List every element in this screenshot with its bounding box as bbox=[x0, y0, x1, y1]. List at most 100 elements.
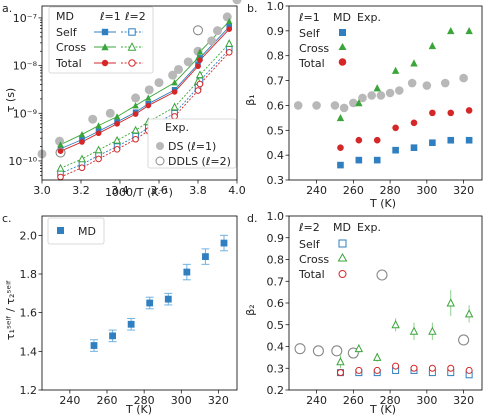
x-tick-label-c-3: 300 bbox=[171, 394, 192, 407]
exp-point-d-3 bbox=[347, 347, 359, 359]
legend-exp-ds-a: DS (ℓ=1) bbox=[168, 140, 216, 153]
y-tick-label-d-7: 0.9 bbox=[267, 232, 285, 245]
series-b-1-point-3 bbox=[391, 66, 400, 74]
series-4-point-0 bbox=[57, 148, 64, 155]
y-tick-label-c-3: 1.8 bbox=[20, 268, 38, 281]
legend-b: ℓ=1 MD Exp. Self Cross Total bbox=[298, 11, 381, 70]
legend-md-total-a: Total bbox=[55, 57, 82, 70]
series-5-point-4 bbox=[132, 135, 139, 143]
legend-cross-b: Cross bbox=[299, 42, 329, 55]
y-tick-label-b-0: 0.3 bbox=[267, 174, 285, 187]
series-3-point-4 bbox=[131, 125, 140, 134]
exp-point-b-10 bbox=[407, 78, 417, 88]
exp-point-b-9 bbox=[394, 86, 404, 95]
legend-self-b: Self bbox=[299, 27, 321, 40]
legend-marker-total-d bbox=[338, 270, 347, 278]
y-tick-label-b-1: 0.4 bbox=[267, 149, 285, 162]
series-3-point-9 bbox=[225, 39, 234, 47]
legend-marker-open-a-1 bbox=[127, 42, 137, 51]
series-d-2-point-5 bbox=[428, 364, 436, 372]
legend-c: MD bbox=[47, 217, 105, 245]
exp-ds-point-6 bbox=[154, 78, 164, 88]
plot-frame-a bbox=[41, 5, 238, 181]
legend-marker-self-b bbox=[339, 29, 346, 36]
series-d-2-point-4 bbox=[410, 364, 418, 372]
y-tick-label-d-1: 0.3 bbox=[267, 362, 285, 375]
legend-exp-ddls-a: DDLS (ℓ=2) bbox=[168, 155, 231, 168]
point-c-6 bbox=[202, 253, 209, 260]
y-tick-label-c-2: 1.6 bbox=[20, 307, 38, 320]
x-tick-label-a-2: 3.4 bbox=[111, 184, 129, 197]
x-tick-label-b-4: 320 bbox=[453, 184, 474, 197]
y-tick-label-a-0: 10⁻¹⁰ bbox=[8, 155, 37, 168]
series-2-point-9 bbox=[226, 17, 233, 25]
exp-ds-point-14 bbox=[232, 0, 242, 5]
exp-ds-point-2 bbox=[88, 114, 98, 124]
x-tick-label-d-2: 280 bbox=[380, 394, 401, 407]
y-tick-label-a-2: 10⁻⁸ bbox=[13, 60, 38, 73]
series-d-2-point-7 bbox=[465, 366, 473, 374]
exp-ds-point-3 bbox=[105, 108, 115, 118]
y-tick-label-d-3: 0.5 bbox=[267, 319, 285, 332]
x-tick-label-b-0: 240 bbox=[306, 184, 327, 197]
series-b-1-point-2 bbox=[373, 84, 381, 92]
x-tick-label-d-0: 240 bbox=[306, 394, 327, 407]
plot-frame-b bbox=[288, 5, 483, 181]
y-tick-label-d-5: 0.7 bbox=[267, 275, 285, 288]
y-tick-label-d-4: 0.6 bbox=[267, 297, 285, 310]
x-tick-label-c-4: 320 bbox=[208, 394, 229, 407]
series-4-point-8 bbox=[197, 57, 203, 63]
series-2-point-6 bbox=[171, 79, 178, 86]
series-2-point-4 bbox=[132, 102, 139, 109]
point-c-0 bbox=[90, 342, 98, 349]
series-b-2-point-3 bbox=[392, 124, 399, 132]
series-b-0-point-4 bbox=[410, 144, 418, 151]
legend-md-col2-a: ℓ=2 bbox=[124, 10, 146, 23]
legend-col1-b: MD bbox=[333, 11, 351, 24]
panel-b: b. T (K) β₁ 240 260 280 300 320 0.3 0.4 0.5 0.6 0… bbox=[244, 0, 483, 210]
legend-marker-filled-a-0 bbox=[101, 28, 109, 36]
legend-marker-open-a-2 bbox=[128, 59, 136, 67]
legend-md-c: MD bbox=[78, 225, 96, 238]
series-3-point-1 bbox=[77, 154, 86, 163]
y-tick-label-d-0: 0.2 bbox=[267, 384, 285, 397]
series-4-point-6 bbox=[171, 89, 178, 95]
y-tick-label-d-6: 0.8 bbox=[267, 254, 285, 267]
x-tick-label-a-1: 3.2 bbox=[72, 184, 90, 197]
series-b-0-point-1 bbox=[355, 156, 363, 164]
series-5-point-3 bbox=[113, 146, 121, 153]
series-d-1-point-2 bbox=[373, 352, 382, 361]
legend-box-c bbox=[47, 217, 105, 245]
series-5-point-0 bbox=[57, 173, 64, 181]
point-c-1 bbox=[109, 332, 116, 340]
series-4-point-2 bbox=[95, 130, 102, 137]
legend-md-a: MD ℓ=1 ℓ=2 Self Cross Total bbox=[48, 6, 154, 74]
x-tick-label-a-0: 3.0 bbox=[33, 184, 51, 197]
series-d-2-point-1 bbox=[355, 366, 363, 374]
series-5-point-1 bbox=[78, 164, 86, 172]
legend-marker-md-c bbox=[57, 227, 64, 234]
exp-ds-point-11 bbox=[207, 36, 217, 46]
x-tick-label-a-4: 3.8 bbox=[189, 184, 207, 197]
exp-point-b-3 bbox=[339, 103, 349, 113]
exp-point-b-13 bbox=[459, 73, 468, 83]
series-b-1-point-4 bbox=[410, 59, 418, 67]
series-b-0-point-3 bbox=[392, 146, 399, 154]
series-line-5 bbox=[60, 51, 230, 178]
legend-md-self-a: Self bbox=[56, 26, 78, 39]
series-d-1-point-5 bbox=[428, 326, 437, 335]
panel-a: a. 1000/T (K⁻¹) τ (s) 3.0 3.2 3.4 3.6 3.8 4.0… bbox=[2, 0, 246, 199]
series-d-1-point-4 bbox=[409, 326, 419, 335]
exp-point-b-12 bbox=[440, 78, 450, 88]
legend-marker-cross-d bbox=[337, 252, 348, 262]
series-line-3 bbox=[60, 43, 230, 169]
series-d-1-point-3 bbox=[391, 320, 400, 329]
axis-label-x-b: T (K) bbox=[369, 197, 396, 210]
exp-point-d-1 bbox=[312, 345, 324, 357]
panel-c: c. T (K) τ₁ˢᵉˡᶠ / τ₂ˢᵉˡᶠ 240 260 280 300 320… bbox=[2, 212, 238, 416]
series-b-1-point-1 bbox=[355, 99, 363, 107]
series-d-1-point-7 bbox=[464, 309, 474, 318]
legend-exp-a: Exp. DS (ℓ=1) DDLS (ℓ=2) bbox=[147, 118, 237, 169]
series-b-2-point-6 bbox=[447, 109, 455, 117]
series-2-point-8 bbox=[196, 48, 204, 55]
